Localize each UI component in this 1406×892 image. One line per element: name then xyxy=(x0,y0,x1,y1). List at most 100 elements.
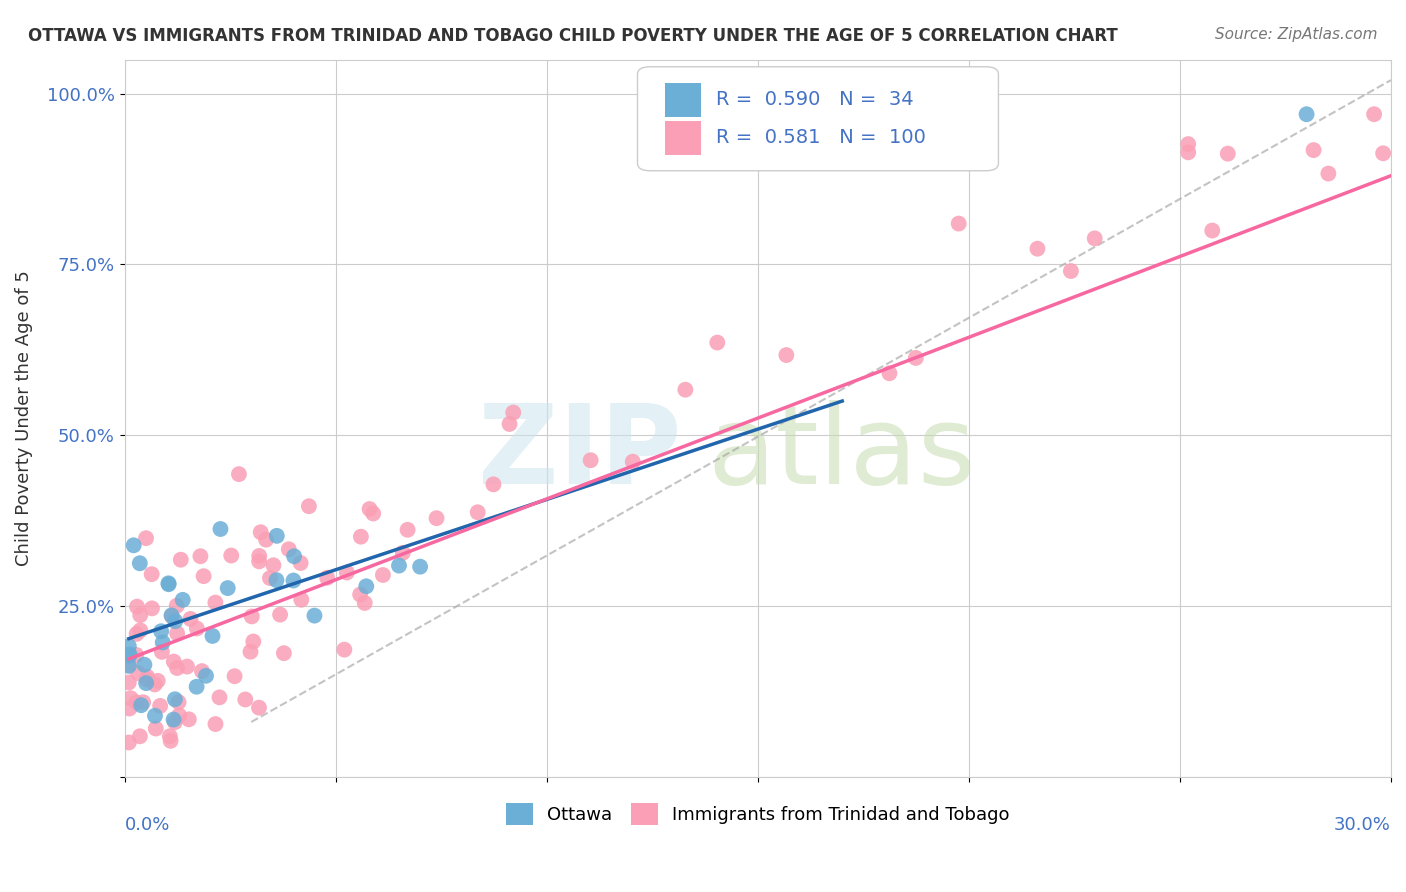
Point xyxy=(936,107,959,121)
Point xyxy=(136,670,159,684)
Point xyxy=(118,657,141,672)
FancyBboxPatch shape xyxy=(665,120,700,155)
Point xyxy=(219,549,242,563)
Point xyxy=(157,576,180,591)
Point xyxy=(129,698,152,713)
Point xyxy=(277,542,299,557)
Point xyxy=(361,507,384,521)
Point xyxy=(775,348,797,362)
Point xyxy=(1362,107,1385,121)
Point xyxy=(118,659,141,673)
Point xyxy=(1216,146,1239,161)
Text: R =  0.581   N =  100: R = 0.581 N = 100 xyxy=(716,128,927,147)
Point xyxy=(191,664,214,678)
Point xyxy=(127,666,149,681)
Point xyxy=(157,577,180,591)
Point xyxy=(233,692,256,706)
Point xyxy=(141,601,163,615)
Point xyxy=(208,690,231,705)
Point xyxy=(259,571,281,585)
FancyBboxPatch shape xyxy=(665,83,700,117)
Point xyxy=(134,657,156,672)
Point xyxy=(163,655,186,669)
Text: 30.0%: 30.0% xyxy=(1334,816,1391,834)
Point xyxy=(239,645,262,659)
Y-axis label: Child Poverty Under the Age of 5: Child Poverty Under the Age of 5 xyxy=(15,270,32,566)
Point xyxy=(159,734,181,748)
Point xyxy=(176,659,198,673)
Point xyxy=(172,592,194,607)
Point xyxy=(1026,242,1049,256)
Point xyxy=(128,729,150,743)
Point xyxy=(166,661,188,675)
Point xyxy=(371,568,394,582)
Point xyxy=(118,675,141,690)
Point xyxy=(166,626,188,640)
Point xyxy=(217,581,239,595)
Point xyxy=(132,695,155,709)
Point xyxy=(498,417,520,431)
Point xyxy=(125,599,148,614)
Text: atlas: atlas xyxy=(707,401,976,508)
Point xyxy=(125,648,148,662)
Point xyxy=(266,529,288,543)
Point xyxy=(283,549,305,564)
Point xyxy=(354,579,377,593)
Text: ZIP: ZIP xyxy=(478,401,682,508)
Point xyxy=(118,701,141,715)
Point xyxy=(879,366,901,380)
Point xyxy=(159,729,181,743)
Point xyxy=(125,695,148,709)
Point xyxy=(228,467,250,482)
Point xyxy=(195,669,218,683)
Point xyxy=(242,634,264,648)
Point xyxy=(120,691,142,706)
Point xyxy=(128,556,150,570)
Point xyxy=(249,525,271,540)
Point xyxy=(359,502,381,516)
Point xyxy=(209,522,232,536)
Point xyxy=(166,599,188,613)
Point xyxy=(160,608,183,623)
Point xyxy=(247,549,270,563)
Point xyxy=(290,556,312,570)
Point xyxy=(165,614,187,628)
Point xyxy=(135,676,157,690)
Point xyxy=(304,608,326,623)
Point xyxy=(186,680,208,694)
Point xyxy=(118,639,141,653)
Point xyxy=(190,549,212,564)
Point xyxy=(579,453,602,467)
Point xyxy=(1295,107,1317,121)
Point xyxy=(160,609,183,624)
Point xyxy=(122,538,145,552)
Point xyxy=(290,592,312,607)
Point xyxy=(162,713,184,727)
Point xyxy=(163,715,186,730)
Point xyxy=(193,569,215,583)
FancyBboxPatch shape xyxy=(637,67,998,170)
Point xyxy=(948,217,970,231)
Point xyxy=(388,558,411,573)
Point xyxy=(167,708,190,723)
Point xyxy=(1177,145,1199,160)
Point xyxy=(273,646,295,660)
Point xyxy=(143,708,166,723)
Point xyxy=(152,635,174,649)
Point xyxy=(350,530,373,544)
Point xyxy=(150,624,173,639)
Point xyxy=(125,627,148,641)
Point xyxy=(201,629,224,643)
Point xyxy=(336,566,359,580)
Text: OTTAWA VS IMMIGRANTS FROM TRINIDAD AND TOBAGO CHILD POVERTY UNDER THE AGE OF 5 C: OTTAWA VS IMMIGRANTS FROM TRINIDAD AND T… xyxy=(28,27,1118,45)
Point xyxy=(177,712,200,726)
Point xyxy=(1060,264,1083,278)
Point xyxy=(1201,223,1223,237)
Point xyxy=(118,648,141,662)
Point xyxy=(502,405,524,419)
Point xyxy=(349,588,371,602)
Point xyxy=(316,571,339,585)
Point xyxy=(1372,146,1395,161)
Point xyxy=(141,567,163,582)
Point xyxy=(1317,167,1340,181)
